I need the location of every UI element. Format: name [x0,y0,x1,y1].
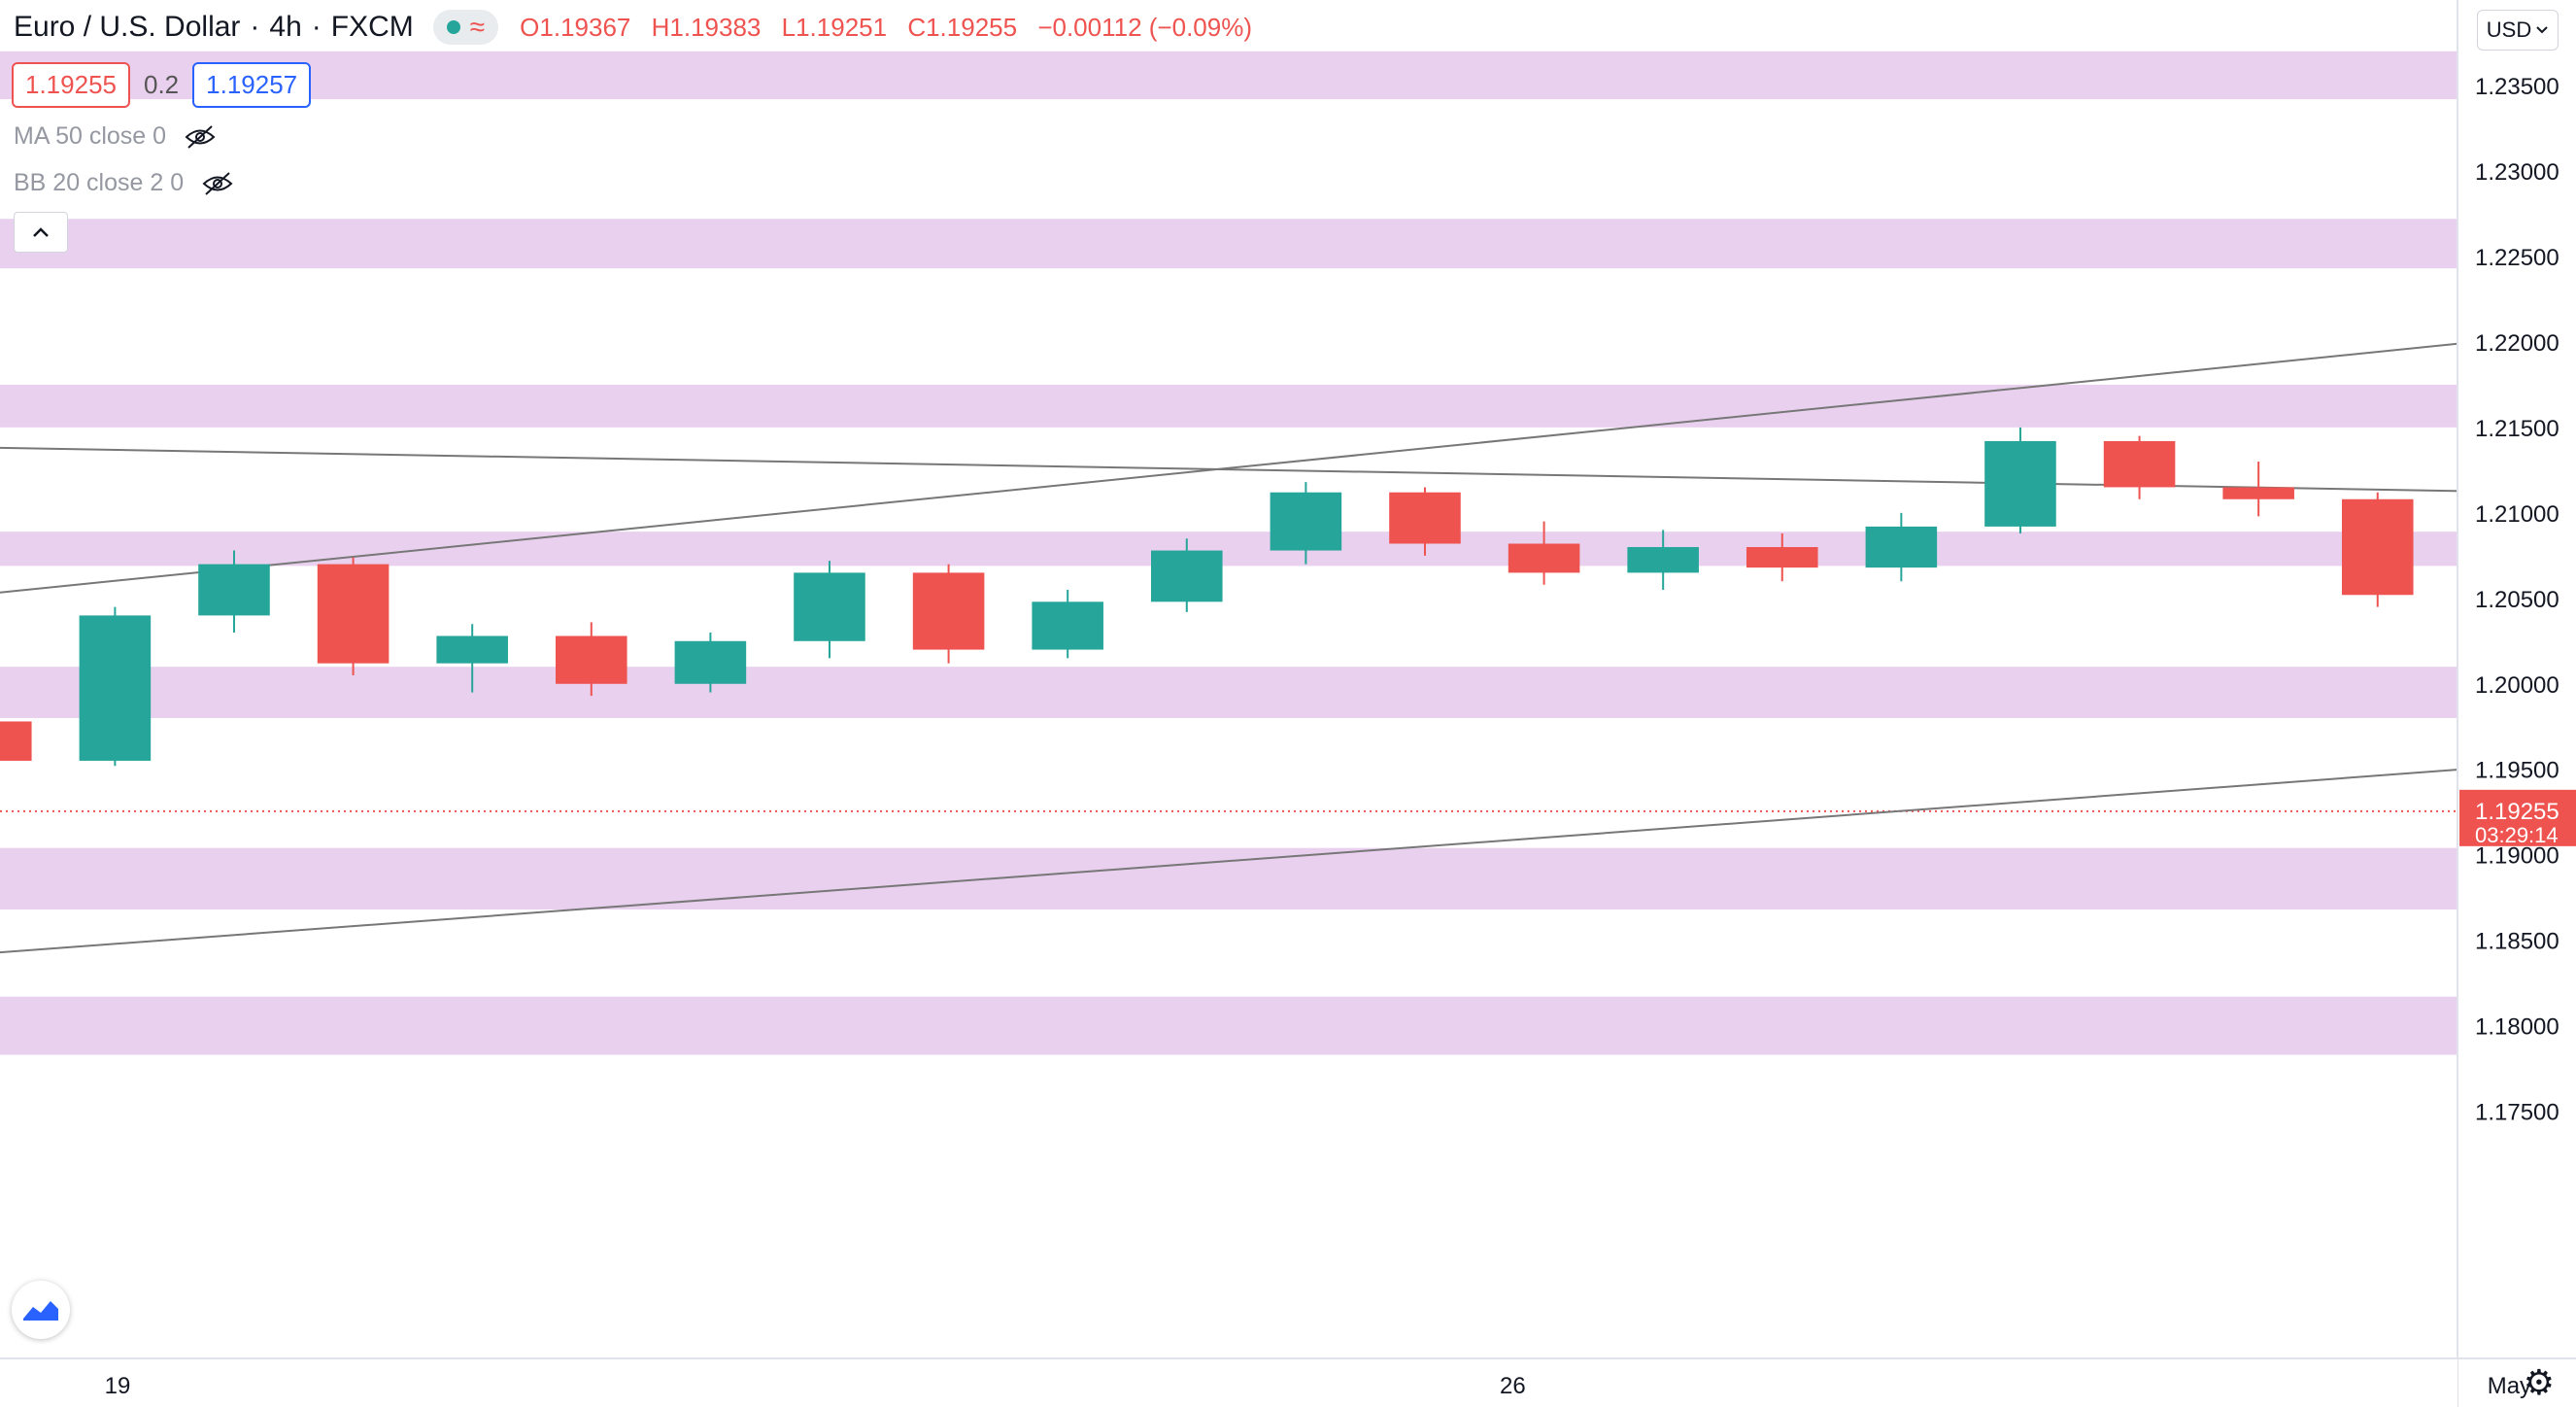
currency-dropdown[interactable]: USD [2477,10,2559,51]
indicator-bb-label: BB 20 close 2 0 [14,169,185,196]
legend-separator-dot: · [250,11,260,43]
candle-body-24 [2341,498,2414,596]
interval-label[interactable]: 4h [269,11,302,43]
candle-body-6 [198,564,270,616]
price-tick-12: 1.17500 [2475,1100,2559,1126]
eye-hidden-icon[interactable] [201,171,234,196]
time-tick-1: 26 [1500,1373,1526,1399]
candle-body-9 [556,635,627,684]
low-value: L1.19251 [781,12,888,42]
trendline-1 [0,760,2576,954]
candle-body-13 [1032,601,1103,650]
indicator-ma[interactable]: MA 50 close 0 [14,122,217,151]
zone-1 [0,219,2457,269]
symbol-legend: Euro / U.S. Dollar · 4h · FXCM ≈ O1.1936… [14,10,1266,45]
price-tick-4: 1.21500 [2475,416,2559,442]
high-value: H1.19383 [651,12,762,42]
buy-button[interactable]: 1.19257 [192,62,312,108]
market-status-pill[interactable]: ≈ [432,10,499,45]
time-tick-2: May [2488,1373,2531,1399]
price-tick-3: 1.22000 [2475,330,2559,357]
price-tick-10: 1.18500 [2475,929,2559,955]
chevron-down-icon [2536,26,2548,34]
price-tick-0: 1.23500 [2475,74,2559,100]
currency-label: USD [2486,17,2532,42]
price-axis-panel[interactable] [2457,0,2576,1407]
chevron-up-icon [33,227,49,237]
price-tick-9: 1.19000 [2475,843,2559,870]
bar-countdown: 03:29:14 [2475,823,2559,847]
price-tick-5: 1.21000 [2475,501,2559,528]
tradingview-logo-icon [23,1301,58,1321]
last-price-value: 1.19255 [2475,799,2559,825]
last-price-label-box [2459,789,2576,846]
open-value: O1.19367 [520,12,631,42]
indicator-bb[interactable]: BB 20 close 2 0 [14,169,234,197]
time-axis-labels: 1926May101724Jun7142125Jul [105,1373,2531,1399]
buy-sell-panel: 1.19255 0.2 1.19257 [12,62,312,108]
candle-body-16 [1389,492,1461,544]
candle-body-14 [1150,550,1223,602]
zone-6 [0,996,2457,1055]
zone-5 [0,847,2457,909]
symbol-name[interactable]: Euro / U.S. Dollar [14,11,241,43]
price-tick-1: 1.23000 [2475,159,2559,186]
candle-body-23 [2222,487,2294,499]
zone-3 [0,532,2457,566]
candles [0,427,2533,767]
candle-body-12 [912,572,985,650]
wave-icon: ≈ [469,12,486,42]
ohlc-values: O1.19367 H1.19383 L1.19251 C1.19255 −0.0… [520,13,1266,43]
sell-button[interactable]: 1.19255 [12,62,130,108]
candle-body-7 [317,564,390,664]
price-tick-2: 1.22500 [2475,245,2559,271]
candle-body-8 [436,635,508,664]
collapse-legend-button[interactable] [14,212,68,253]
candle-body-15 [1270,492,1342,551]
zone-0 [0,51,2457,100]
candle-body-19 [1746,547,1818,568]
price-tick-6: 1.20500 [2475,587,2559,613]
price-axis-labels: 1.23500 1.23000 1.22500 1.22000 1.21500 1.210… [2475,74,2559,1126]
candle-body-21 [1984,440,2056,527]
candle-body-22 [2103,440,2176,488]
trendlines [0,330,2576,954]
candle-body-20 [1865,526,1938,568]
candle-body-4 [0,721,32,761]
close-value: C1.19255 [907,12,1018,42]
candle-body-10 [674,640,747,684]
market-open-dot-icon [446,20,460,34]
time-tick-0: 19 [105,1373,131,1399]
trendline-2 [0,446,2576,495]
zone-4 [0,667,2457,718]
price-tick-11: 1.18000 [2475,1014,2559,1041]
trendline-0 [0,330,2576,594]
time-axis-panel[interactable] [0,1358,2457,1407]
change-value: −0.00112 (−0.09%) [1037,12,1252,42]
candle-body-18 [1627,547,1699,573]
price-tick-8: 1.19500 [2475,758,2559,784]
support-resistance-zones [0,51,2457,1055]
legend-separator-dot: · [311,11,322,43]
source-label: FXCM [330,11,414,43]
indicator-ma-label: MA 50 close 0 [14,122,167,150]
candle-body-5 [79,615,152,761]
candle-body-11 [794,572,865,641]
tradingview-logo-button[interactable] [12,1281,70,1339]
spread-value: 0.2 [143,70,180,99]
eye-hidden-icon[interactable] [184,124,217,150]
price-tick-7: 1.20000 [2475,672,2559,699]
chart-settings-gear-icon[interactable]: ⚙ [2523,1362,2555,1402]
zone-2 [0,384,2457,428]
candle-body-17 [1508,543,1580,573]
